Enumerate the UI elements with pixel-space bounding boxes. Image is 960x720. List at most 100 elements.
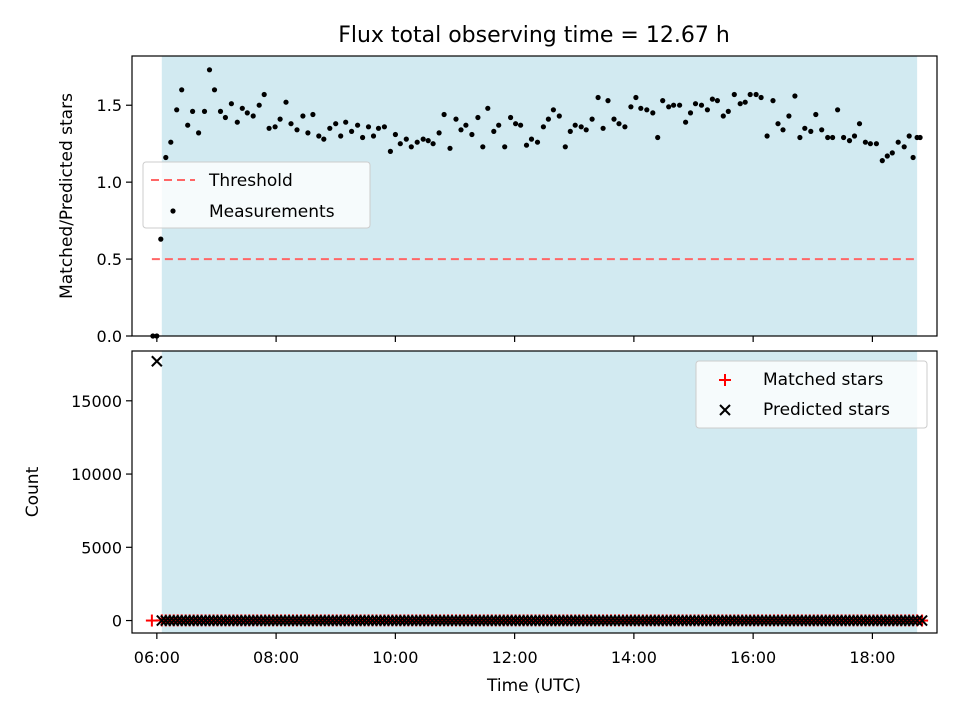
measurement-point bbox=[469, 131, 475, 138]
count-x-ticks: 06:00 08:00 10:00 12:00 14:00 16:00 18:00 bbox=[134, 633, 895, 667]
measurement-point bbox=[222, 114, 228, 121]
ratio-y-tick-label: 0.0 bbox=[97, 327, 122, 346]
measurement-point bbox=[453, 116, 459, 122]
measurement-point bbox=[534, 139, 541, 145]
measurement-point bbox=[731, 91, 737, 98]
x-tick-label: 12:00 bbox=[492, 648, 538, 667]
measurement-point bbox=[508, 114, 514, 121]
measurement-point bbox=[408, 144, 414, 150]
measurement-point bbox=[901, 144, 907, 150]
measurement-point bbox=[480, 144, 486, 150]
measurement-point bbox=[720, 113, 726, 119]
count-plot-frame bbox=[131, 350, 938, 634]
measurement-point bbox=[851, 133, 858, 139]
measurement-point bbox=[666, 104, 672, 110]
figure-title: Flux total observing time = 12.67 h bbox=[338, 23, 730, 48]
measurement-point bbox=[687, 110, 694, 116]
measurement-point bbox=[349, 128, 355, 134]
measurements-legend-swatch bbox=[170, 208, 176, 214]
measurement-point bbox=[355, 122, 361, 128]
measurement-point bbox=[650, 110, 656, 116]
measurement-point bbox=[683, 119, 689, 125]
measurement-point bbox=[906, 133, 912, 139]
x-axis-label: Time (UTC) bbox=[486, 676, 581, 696]
predicted-star-marker bbox=[151, 355, 163, 367]
measurement-point bbox=[365, 124, 372, 130]
count-panel: 0 5000 10000 15000 06:00 08:00 10:00 12:00 14:0… bbox=[23, 350, 938, 696]
ratio-y-axis-label: Matched/Predicted stars bbox=[57, 93, 77, 299]
predicted-legend-swatch bbox=[719, 404, 731, 416]
measurement-point bbox=[830, 134, 836, 141]
measurement-point bbox=[375, 125, 382, 131]
measurement-point bbox=[862, 139, 869, 145]
measurement-point bbox=[239, 105, 245, 111]
measurement-point bbox=[884, 153, 890, 159]
measurement-point bbox=[879, 158, 885, 164]
measurement-point bbox=[441, 111, 447, 118]
measurement-point bbox=[633, 94, 639, 101]
measurement-point bbox=[387, 148, 393, 154]
measurement-point bbox=[447, 145, 453, 151]
measurement-point bbox=[692, 101, 699, 107]
measurement-point bbox=[234, 119, 240, 125]
measurement-point bbox=[397, 141, 403, 147]
predicted-legend-label: Predicted stars bbox=[763, 400, 890, 420]
measurement-point bbox=[523, 142, 530, 148]
measurement-point bbox=[775, 121, 781, 127]
measurement-point bbox=[201, 108, 208, 114]
ratio-y-ticks: 0.0 0.5 1.0 1.5 bbox=[97, 96, 132, 346]
measurement-point bbox=[338, 133, 344, 139]
measurement-point bbox=[518, 122, 524, 128]
measurement-point bbox=[725, 108, 731, 114]
measurement-point bbox=[496, 122, 502, 128]
measurement-point bbox=[628, 104, 634, 110]
measurement-point bbox=[802, 125, 808, 131]
measurement-point bbox=[835, 107, 841, 113]
measurement-point bbox=[797, 134, 803, 141]
measurement-point bbox=[889, 150, 895, 156]
ratio-plot-frame bbox=[131, 55, 938, 337]
count-legend: Matched stars Predicted stars bbox=[695, 360, 928, 429]
measurement-point bbox=[737, 101, 743, 107]
x-tick-label: 08:00 bbox=[253, 648, 299, 667]
measurement-point bbox=[671, 102, 677, 108]
measurement-point bbox=[677, 102, 683, 108]
measurement-point bbox=[403, 136, 409, 142]
measurement-point bbox=[420, 136, 426, 142]
measurement-point bbox=[813, 111, 819, 118]
measurement-point bbox=[714, 98, 721, 104]
measurement-point bbox=[528, 136, 535, 142]
measurement-point bbox=[616, 121, 622, 127]
measurement-point bbox=[638, 105, 644, 111]
measurement-point bbox=[704, 107, 711, 113]
measurement-point bbox=[158, 236, 164, 242]
ratio-y-tick-label: 1.5 bbox=[97, 96, 122, 115]
count-y-tick-label: 15000 bbox=[71, 392, 122, 411]
measurement-point bbox=[567, 128, 573, 134]
matched-star-marker bbox=[145, 614, 158, 627]
measurement-point bbox=[163, 154, 169, 161]
measurement-point bbox=[758, 94, 764, 101]
measurement-point bbox=[370, 133, 377, 139]
measurement-point bbox=[250, 113, 256, 119]
measurement-point bbox=[611, 116, 617, 122]
measurement-point bbox=[327, 125, 333, 131]
measurement-point bbox=[436, 130, 442, 136]
predicted-star-marker bbox=[916, 614, 928, 627]
matched-legend-label: Matched stars bbox=[763, 370, 883, 390]
measurement-point bbox=[283, 99, 289, 105]
measurement-point bbox=[895, 139, 901, 145]
measurement-point bbox=[288, 121, 294, 127]
x-tick-label: 16:00 bbox=[730, 648, 776, 667]
measurement-point bbox=[545, 116, 552, 122]
predicted-star-marker bbox=[911, 614, 923, 627]
measurement-point bbox=[655, 134, 661, 141]
measurement-point bbox=[463, 122, 469, 128]
count-y-ticks: 0 5000 10000 15000 bbox=[71, 392, 132, 631]
measurement-point bbox=[414, 139, 420, 145]
ratio-x-ticks bbox=[156, 336, 874, 342]
measurement-point bbox=[917, 134, 923, 141]
measurement-point bbox=[550, 107, 557, 113]
measurement-point bbox=[228, 101, 234, 107]
measurement-point bbox=[856, 121, 863, 127]
